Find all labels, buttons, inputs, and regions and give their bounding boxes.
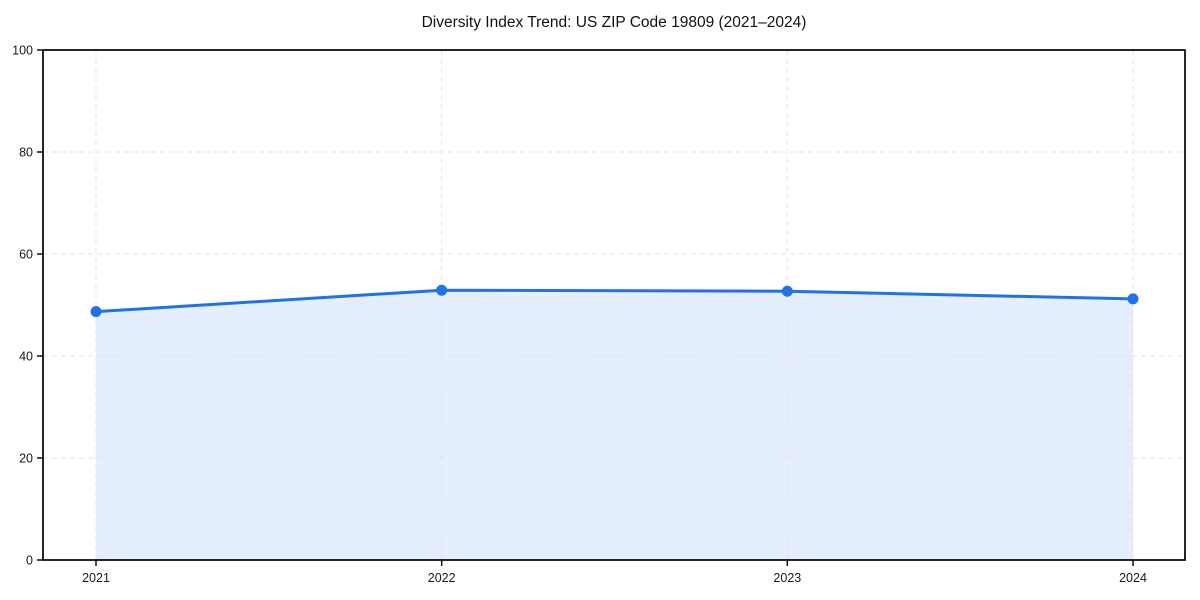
- plot-border: [42, 49, 1186, 561]
- x-tick-label: 2023: [773, 571, 801, 585]
- chart-title: Diversity Index Trend: US ZIP Code 19809…: [422, 14, 807, 31]
- gridline-layer: [43, 50, 1185, 560]
- data-point-2022: [436, 284, 448, 296]
- y-tick-label: 60: [19, 248, 33, 262]
- data-point-2021: [90, 306, 102, 318]
- data-point-2023: [781, 285, 793, 297]
- y-tick-label: 100: [12, 44, 33, 58]
- x-tick-label: 2022: [428, 571, 456, 585]
- area-fill-layer: [96, 290, 1133, 560]
- x-tick-label: 2021: [82, 571, 110, 585]
- tick-label-layer: 0 20 40 60 80 100 2021 2022 2023 2024: [12, 44, 1147, 586]
- y-tick-label: 40: [19, 350, 33, 364]
- y-tick-label: 0: [26, 554, 33, 568]
- y-tick-label: 20: [19, 452, 33, 466]
- axes-layer: [37, 49, 1186, 566]
- series-layer: [90, 284, 1139, 318]
- area-fill: [96, 290, 1133, 560]
- y-tick-label: 80: [19, 146, 33, 160]
- trend-line: [94, 288, 1135, 314]
- x-tick-label: 2024: [1119, 571, 1147, 585]
- data-point-2024: [1127, 293, 1139, 305]
